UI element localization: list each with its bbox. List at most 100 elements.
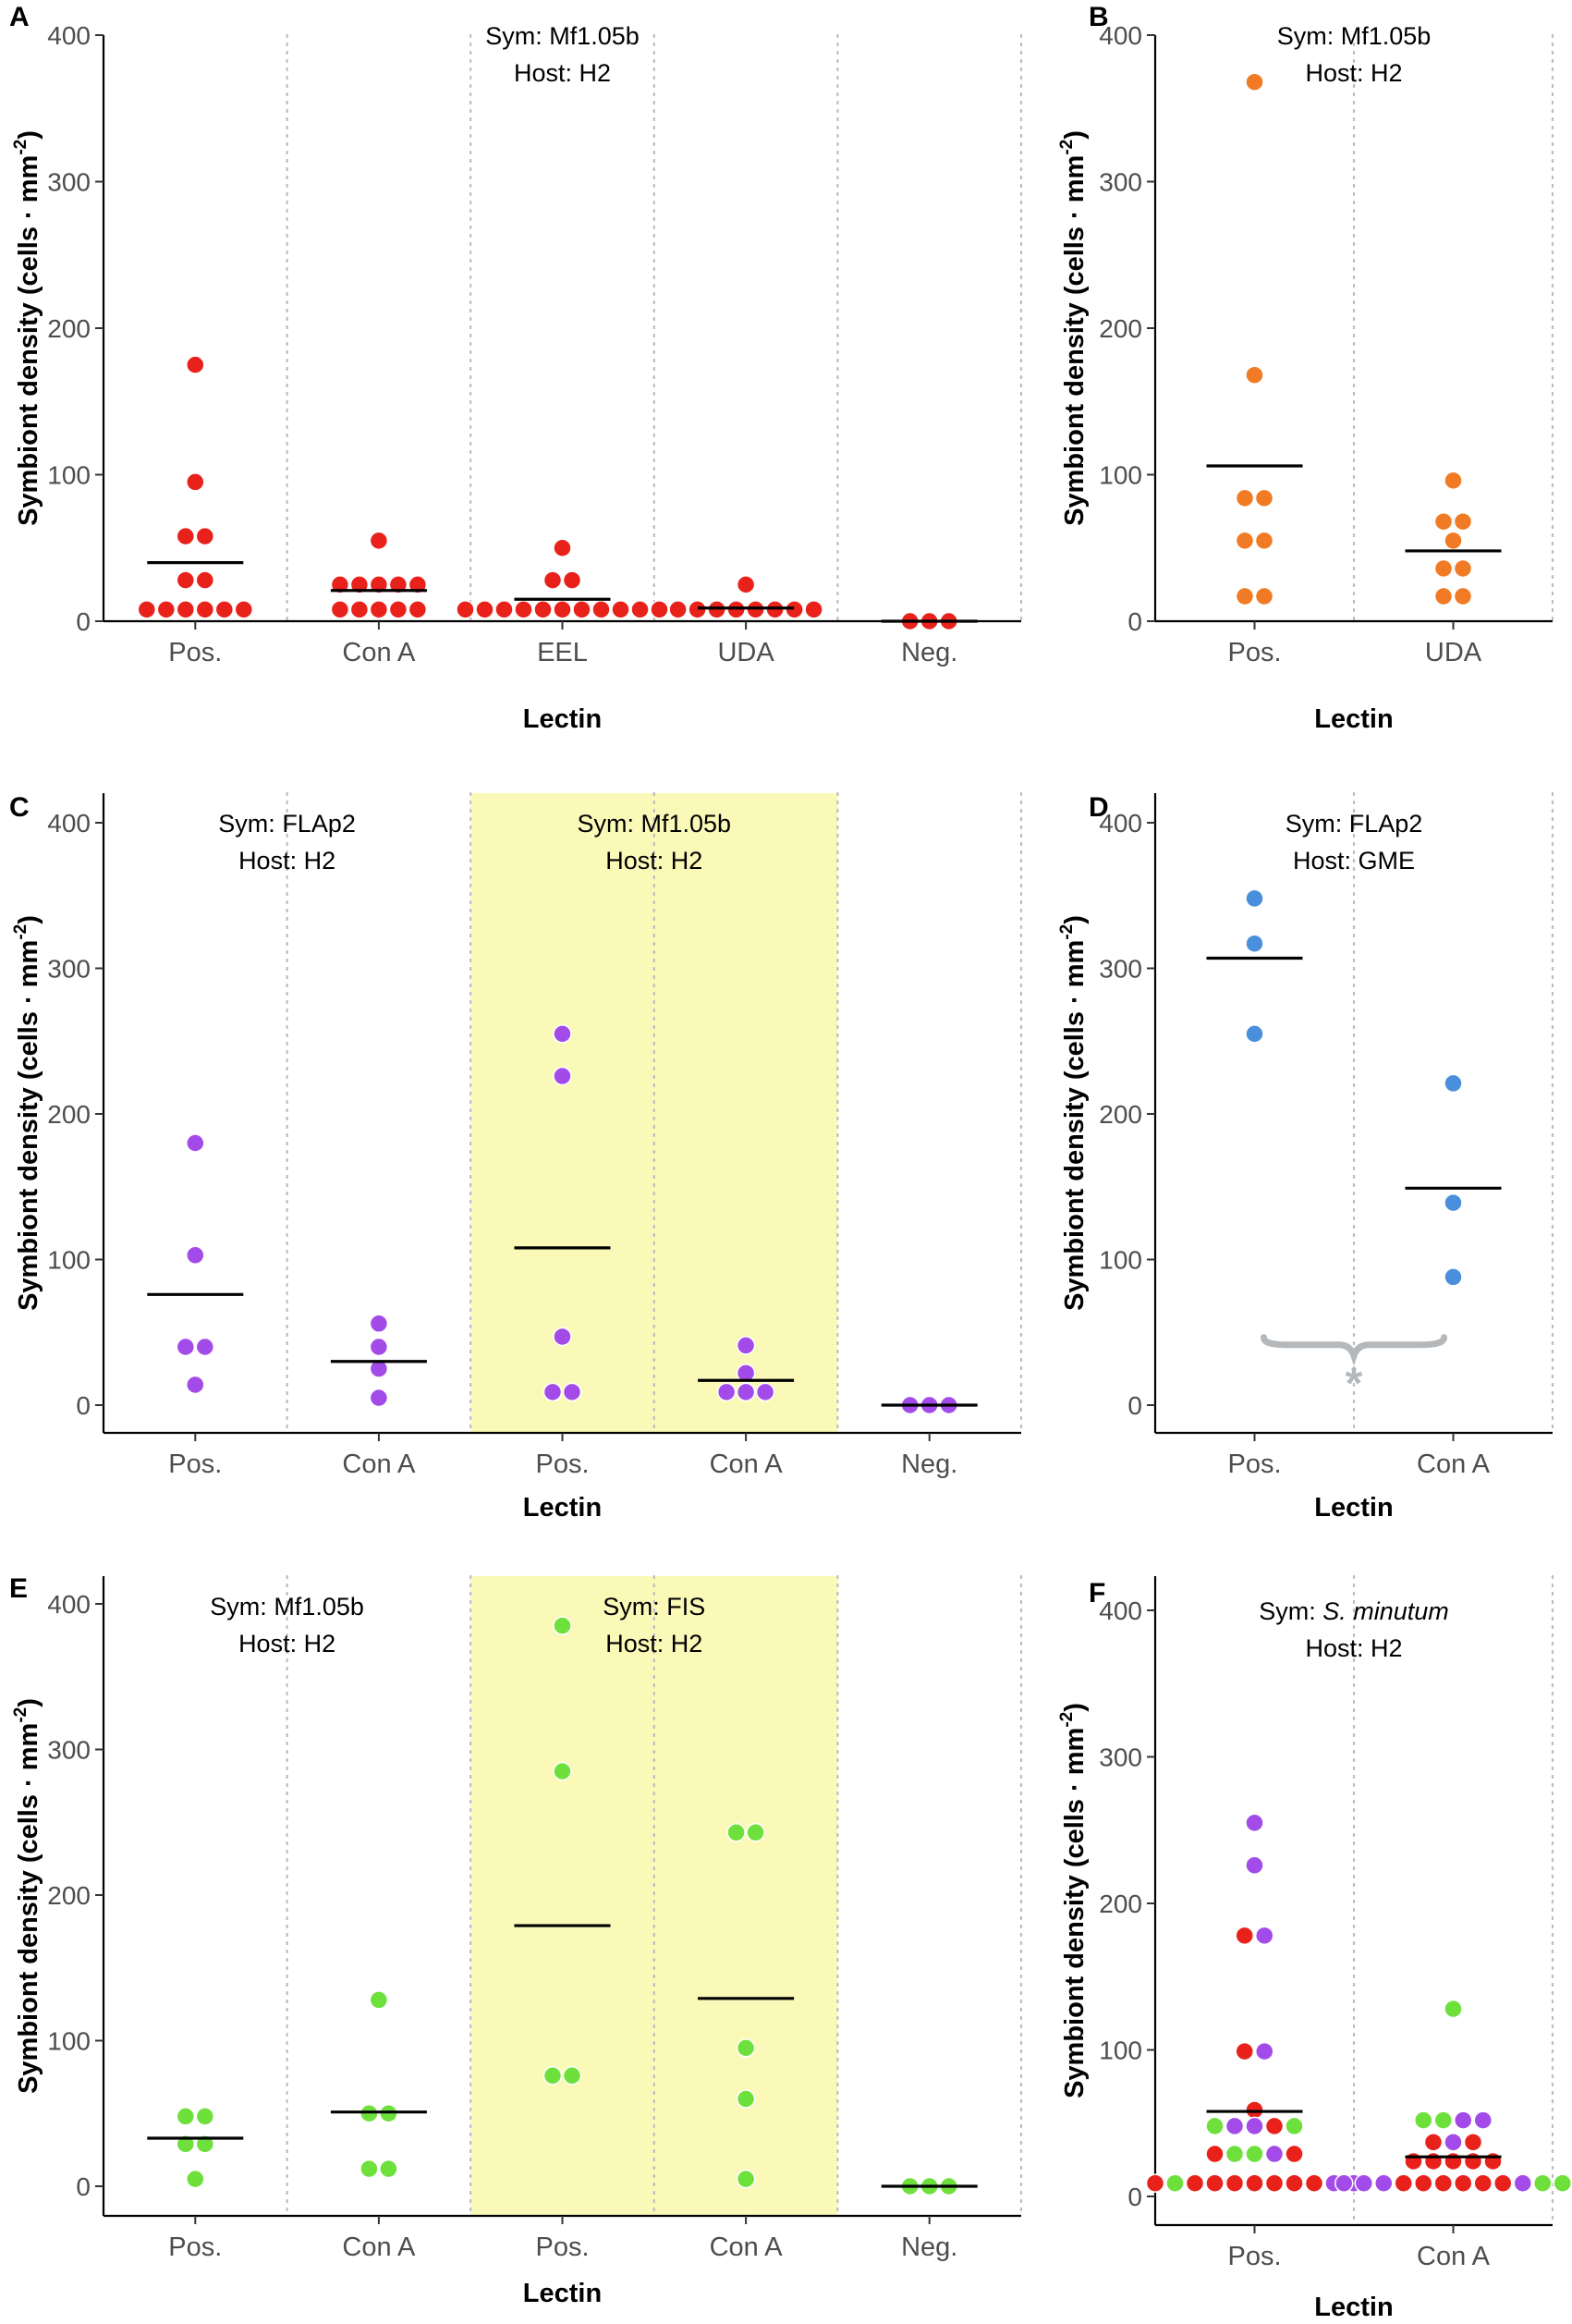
panel-label: E	[9, 1573, 28, 1604]
panel-C: 0 100 200 300 400 Pos. Con A Pos. Con A Neg. Lecti…	[9, 791, 1023, 1523]
panel-label: A	[9, 2, 30, 32]
y-axis-title: Symbiont density (cells · mm-2)	[11, 915, 43, 1311]
data-point	[369, 1337, 389, 1357]
x-tick-label: Neg.	[901, 2232, 957, 2262]
x-tick-label: Pos.	[168, 638, 222, 667]
data-point	[186, 1245, 205, 1266]
x-tick-label: Pos.	[1227, 2242, 1281, 2271]
data-point	[716, 1382, 737, 1402]
data-point	[176, 570, 196, 590]
data-point	[533, 600, 553, 619]
panel-label: D	[1089, 792, 1109, 823]
x-tick-label: UDA	[717, 638, 774, 667]
highlight-band	[470, 793, 838, 1433]
data-point	[1235, 531, 1255, 551]
data-point	[1245, 1813, 1264, 1833]
y-tick-label: 0	[1127, 2183, 1142, 2211]
annotation-host: Host: H2	[1305, 1634, 1402, 1662]
x-tick-label: Con A	[342, 638, 416, 667]
data-point	[1453, 586, 1473, 606]
data-point	[186, 2169, 205, 2189]
x-tick-label: Pos.	[1227, 1449, 1281, 1479]
data-point	[1394, 2173, 1413, 2193]
data-point	[176, 600, 196, 619]
data-point	[630, 600, 650, 619]
x-tick-label: Pos.	[1227, 638, 1281, 667]
data-point	[1483, 2151, 1503, 2171]
y-tick-label: 0	[76, 1391, 91, 1420]
data-point	[562, 1382, 582, 1402]
data-point	[1285, 2173, 1304, 2193]
data-point	[1454, 2173, 1473, 2193]
y-tick-label: 400	[1099, 1596, 1142, 1625]
data-point	[553, 1066, 572, 1086]
data-point	[1245, 2116, 1264, 2136]
annotation-sym: Sym: Mf1.05b	[578, 810, 732, 838]
data-point	[369, 1314, 389, 1334]
data-point	[1433, 558, 1454, 579]
data-point	[755, 1382, 775, 1402]
data-point	[1444, 471, 1463, 491]
data-point	[1444, 1073, 1463, 1094]
y-axis-title: Symbiont density (cells · mm-2)	[11, 130, 43, 526]
y-tick-label: 400	[47, 809, 91, 838]
data-point	[1553, 2173, 1572, 2193]
annotation-sym: Sym: FLAp2	[1286, 810, 1423, 838]
significance-bracket	[1261, 1334, 1447, 1366]
significance-mark: *	[1346, 1360, 1363, 1409]
y-tick-label: 300	[47, 1736, 91, 1765]
annotation-host: Host: H2	[1305, 59, 1402, 87]
y-tick-label: 400	[1099, 21, 1142, 50]
data-point	[456, 600, 475, 619]
data-point	[1264, 2173, 1285, 2193]
data-point	[176, 1337, 196, 1357]
data-point	[514, 600, 533, 619]
data-point	[1304, 2173, 1324, 2193]
data-point	[1205, 2173, 1225, 2193]
data-point	[1245, 72, 1264, 92]
y-tick-label: 300	[47, 955, 91, 984]
data-point	[1533, 2173, 1553, 2193]
data-point	[1433, 2173, 1453, 2193]
panel-D: 0 100 200 300 400 Pos. Con A Lectin Symbiont den…	[1057, 791, 1554, 1523]
y-tick-label: 200	[1099, 1100, 1142, 1129]
panel-label: F	[1089, 1578, 1105, 1608]
x-tick-label: EEL	[537, 638, 588, 667]
data-point	[379, 2159, 398, 2179]
y-tick-label: 300	[1099, 955, 1142, 984]
y-tick-label: 300	[1099, 1743, 1142, 1772]
data-point	[186, 355, 205, 374]
data-point	[1444, 1999, 1463, 2019]
annotation-sym: Sym: Mf1.05b	[485, 22, 640, 50]
data-point	[736, 1364, 756, 1383]
data-point	[1433, 586, 1454, 606]
data-point	[1473, 2110, 1493, 2130]
data-point	[186, 1133, 205, 1153]
data-point	[156, 600, 177, 619]
data-point	[553, 600, 572, 619]
data-point	[1433, 511, 1454, 532]
data-point	[369, 1359, 389, 1378]
data-point	[349, 600, 370, 619]
data-point	[1493, 2173, 1513, 2193]
data-point	[359, 2159, 379, 2179]
y-axis-title: Symbiont density (cells · mm-2)	[1057, 915, 1090, 1311]
data-point	[1433, 2110, 1453, 2130]
data-point	[1444, 2133, 1463, 2152]
data-point	[736, 575, 756, 594]
highlight-band	[470, 1576, 838, 2216]
y-tick-label: 0	[76, 607, 91, 636]
y-tick-label: 0	[1127, 1391, 1142, 1420]
data-point	[369, 600, 389, 619]
data-point	[186, 472, 205, 492]
x-tick-label: Con A	[710, 2232, 784, 2262]
data-point	[1255, 1926, 1274, 1946]
data-point	[553, 1616, 572, 1635]
data-point	[369, 1990, 389, 2010]
data-point	[542, 570, 563, 590]
data-point	[1245, 1024, 1264, 1044]
data-point	[562, 2066, 582, 2085]
annotation-host: Host: H2	[605, 1630, 702, 1657]
data-point	[1414, 2173, 1433, 2193]
data-point	[1463, 2151, 1483, 2171]
